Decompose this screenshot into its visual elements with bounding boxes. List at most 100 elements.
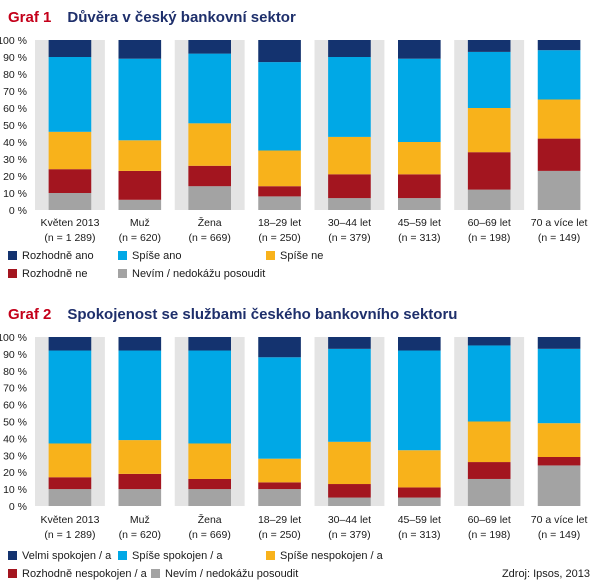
chart-1-legend-item-1: Rozhodně ano xyxy=(8,250,94,262)
bar-segment xyxy=(118,170,162,200)
x-category-sublabel: (n = 1 289) xyxy=(44,232,95,244)
bar-segment xyxy=(48,193,92,210)
bar-segment xyxy=(258,62,301,151)
chart-1-plot: 0 % 10 % 20 % 30 % 40 % 50 % 60 % 70 % 80 % 90 % 1… xyxy=(0,35,587,244)
bar-segment xyxy=(258,482,301,490)
bar-segment xyxy=(398,58,441,143)
bar-segment xyxy=(537,456,581,466)
source-note: Zdroj: Ipsos, 2013 xyxy=(501,568,590,580)
bar-segment xyxy=(118,337,162,351)
bar-segment xyxy=(328,348,371,442)
bar-segment xyxy=(328,337,371,349)
bar-segment xyxy=(537,337,581,349)
bar-segment xyxy=(467,40,511,52)
y-tick-label: 30 % xyxy=(3,450,27,462)
bar-segment xyxy=(467,345,511,422)
x-category-sublabel: (n = 313) xyxy=(398,232,440,244)
bar-segment xyxy=(467,337,511,346)
chart-1-legend-item-3: Spíše ne xyxy=(266,250,323,262)
y-tick-label: 30 % xyxy=(3,154,27,166)
bar-segment xyxy=(398,142,441,175)
legend-label: Spíše ne xyxy=(280,250,324,262)
bar-segment xyxy=(328,497,371,506)
bar-segment xyxy=(48,57,92,132)
bar-segment xyxy=(188,443,231,479)
bar-segment xyxy=(537,50,581,100)
y-tick-label: 70 % xyxy=(3,383,27,395)
bar-segment xyxy=(258,40,301,63)
bar-segment xyxy=(537,423,581,457)
chart-2-legend-item-1: Velmi spokojen / a xyxy=(8,550,111,562)
x-category-sublabel: (n = 620) xyxy=(119,232,161,244)
bar-segment xyxy=(118,489,162,506)
y-tick-label: 80 % xyxy=(3,366,27,378)
bar-segment xyxy=(118,140,162,171)
y-tick-label: 60 % xyxy=(3,400,27,412)
legend-swatch xyxy=(266,251,275,260)
bar-segment xyxy=(398,487,441,498)
bar-segment xyxy=(398,40,441,59)
bar-segment xyxy=(118,58,162,141)
bar-segment xyxy=(188,337,231,351)
bar-segment xyxy=(48,169,92,193)
y-tick-label: 0 % xyxy=(9,501,27,513)
x-category-sublabel: (n = 250) xyxy=(258,529,300,541)
bar-segment xyxy=(118,199,162,210)
bar-segment xyxy=(188,165,231,187)
x-category-sublabel: (n = 313) xyxy=(398,529,440,541)
bar-segment xyxy=(48,337,92,351)
bar-segment xyxy=(467,51,511,108)
legend-swatch xyxy=(8,551,17,560)
chart-2-legend-item-2: Spíše spokojen / a xyxy=(118,550,223,562)
legend-swatch xyxy=(118,251,127,260)
bar-segment xyxy=(188,350,231,444)
chart-2-title-text: Spokojenost se službami českého bankovní… xyxy=(67,306,458,323)
x-category-sublabel: (n = 149) xyxy=(538,529,580,541)
x-category-label: Žena xyxy=(198,513,222,526)
x-category-label: 60–69 let xyxy=(468,514,511,526)
bar-segment xyxy=(118,440,162,474)
x-category-sublabel: (n = 149) xyxy=(538,232,580,244)
x-category-sublabel: (n = 669) xyxy=(189,529,231,541)
legend-label: Velmi spokojen / a xyxy=(22,550,112,562)
bar-segment xyxy=(48,40,92,57)
bar-segment xyxy=(258,458,301,483)
bar-segment xyxy=(398,174,441,199)
y-tick-label: 70 % xyxy=(3,86,27,98)
x-category-sublabel: (n = 250) xyxy=(258,232,300,244)
legend-label: Rozhodně ano xyxy=(22,250,94,262)
bar-segment xyxy=(537,99,581,139)
legend-swatch xyxy=(8,569,17,578)
bar-segment xyxy=(258,150,301,187)
legend-label: Spíše spokojen / a xyxy=(132,550,223,562)
x-category-sublabel: (n = 379) xyxy=(328,232,370,244)
bar-segment xyxy=(328,57,371,137)
y-tick-label: 100 % xyxy=(0,35,27,47)
y-tick-label: 50 % xyxy=(3,120,27,132)
x-category-sublabel: (n = 620) xyxy=(119,529,161,541)
bar-segment xyxy=(537,348,581,424)
y-tick-label: 20 % xyxy=(3,467,27,479)
legend-label: Nevím / nedokážu posoudit xyxy=(165,568,299,580)
legend-swatch xyxy=(8,251,17,260)
bar-segment xyxy=(537,465,581,506)
bar-segment xyxy=(537,40,581,51)
x-category-sublabel: (n = 198) xyxy=(468,232,510,244)
bar-segment xyxy=(188,123,231,166)
bar-segment xyxy=(188,53,231,124)
bar-segment xyxy=(467,462,511,479)
x-category-sublabel: (n = 669) xyxy=(189,232,231,244)
bar-segment xyxy=(188,478,231,490)
x-category-label: 70 a více let xyxy=(531,514,588,526)
legend-swatch xyxy=(118,551,127,560)
bar-segment xyxy=(398,497,441,506)
chart-1-legend-item-4: Rozhodně ne xyxy=(8,268,87,280)
bar-segment xyxy=(328,441,371,485)
chart-1-title-text: Důvěra v český bankovní sektor xyxy=(67,9,296,26)
bar-segment xyxy=(188,489,231,506)
bar-segment xyxy=(467,152,511,190)
legend-label: Nevím / nedokážu posoudit xyxy=(132,268,266,280)
chart-1: 0 % 10 % 20 % 30 % 40 % 50 % 60 % 70 % 80 % 90 % 1… xyxy=(0,9,587,280)
bar-segment xyxy=(467,478,511,506)
x-category-label: Květen 2013 xyxy=(40,514,99,526)
